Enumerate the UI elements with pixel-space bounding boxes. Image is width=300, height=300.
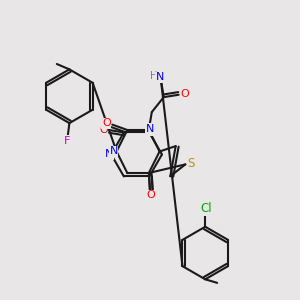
Text: N: N xyxy=(145,125,153,135)
Text: O: O xyxy=(181,89,190,99)
Text: O: O xyxy=(147,190,156,200)
Text: N: N xyxy=(110,146,118,157)
Text: O: O xyxy=(102,118,111,128)
Text: N: N xyxy=(156,72,164,82)
Text: S: S xyxy=(188,157,195,170)
Text: H: H xyxy=(151,70,158,81)
Text: N: N xyxy=(146,124,154,134)
Text: O: O xyxy=(99,124,108,134)
Text: N: N xyxy=(105,149,113,160)
Text: Cl: Cl xyxy=(201,202,212,215)
Text: O: O xyxy=(146,193,155,203)
Text: F: F xyxy=(64,136,70,146)
